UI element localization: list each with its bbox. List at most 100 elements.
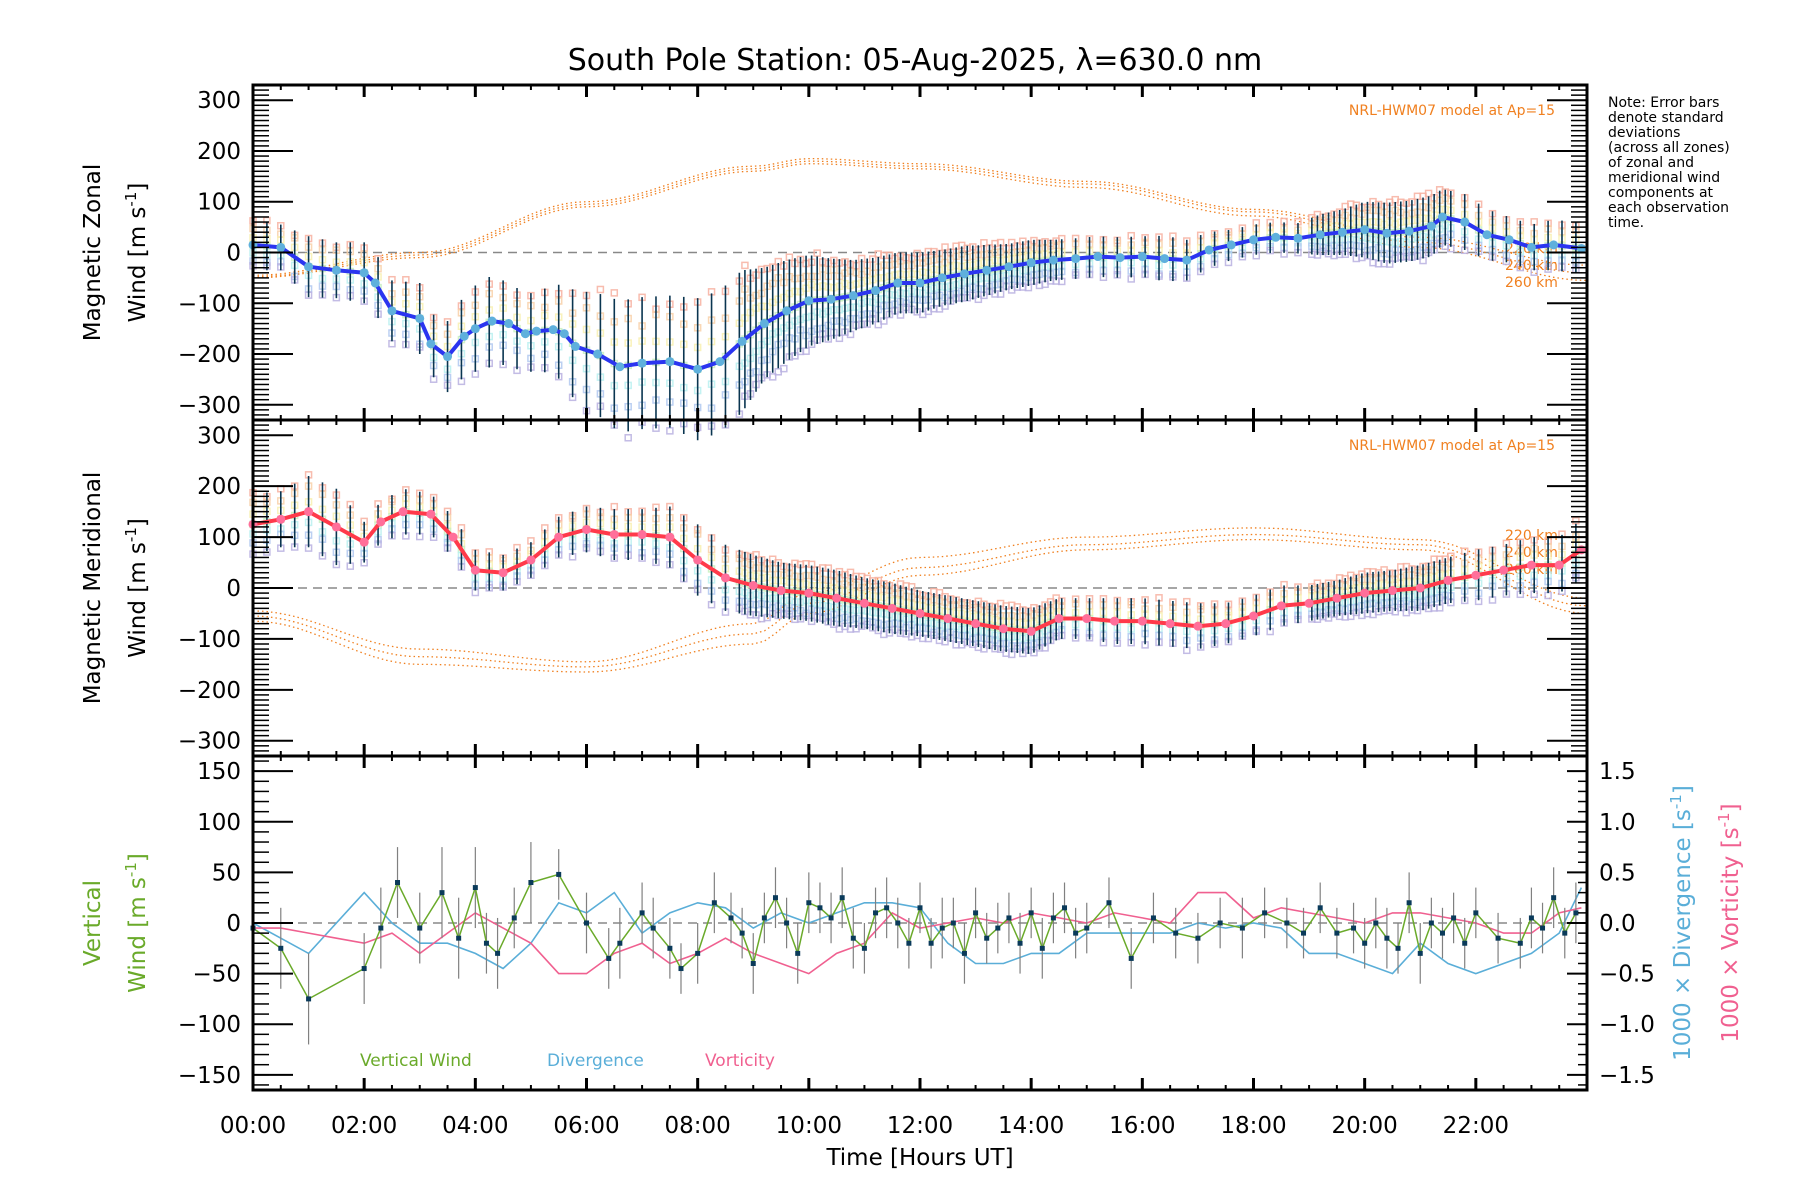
vertical-wind-point xyxy=(1301,930,1307,936)
mean-point xyxy=(1054,614,1064,624)
mean-point xyxy=(304,262,314,272)
right-tick-label: −1.5 xyxy=(1599,1063,1655,1089)
mean-point xyxy=(1382,228,1392,238)
model-label: NRL-HWM07 model at Ap=15 xyxy=(1349,438,1555,454)
vorticity-axis-label: 1000 × Vorticity [s-1] xyxy=(1715,803,1744,1042)
vertical-wind-point xyxy=(606,955,612,961)
vertical-wind-point xyxy=(784,920,790,926)
vertical-wind-point xyxy=(728,915,734,921)
vertical-wind-point xyxy=(806,900,812,906)
y-tick-label: 300 xyxy=(197,423,241,449)
mean-point xyxy=(1526,560,1536,570)
vertical-wind-point xyxy=(511,915,517,921)
vertical-wind-point xyxy=(873,910,879,916)
mean-point xyxy=(426,339,436,349)
mean-point xyxy=(776,586,786,596)
y-axis-label-line1: Magnetic Zonal xyxy=(80,164,106,342)
vertical-wind-point xyxy=(817,905,823,911)
mean-point xyxy=(1482,230,1492,240)
mean-point xyxy=(1504,235,1514,245)
mean-point xyxy=(748,580,758,590)
mean-point xyxy=(1526,242,1536,252)
vertical-wind-point xyxy=(556,871,562,877)
right-tick-label: −0.5 xyxy=(1599,962,1655,988)
mean-point xyxy=(1387,586,1397,596)
mean-point xyxy=(448,532,458,542)
vertical-wind-point xyxy=(1528,915,1534,921)
y-tick-label: 150 xyxy=(197,759,241,785)
note-line: time. xyxy=(1608,215,1645,231)
mean-point xyxy=(1137,616,1147,626)
mean-point xyxy=(470,324,480,334)
mean-point xyxy=(782,306,792,316)
vertical-wind-point xyxy=(1084,925,1090,931)
mean-point xyxy=(759,319,769,329)
vertical-wind-point xyxy=(439,890,445,896)
mean-point xyxy=(1048,255,1058,265)
mean-point xyxy=(504,319,514,329)
mean-point xyxy=(331,522,341,532)
vertical-wind-point xyxy=(1551,895,1557,901)
vertical-wind-point xyxy=(1439,930,1445,936)
mean-point xyxy=(1226,240,1236,250)
zone-point xyxy=(610,289,619,297)
mean-point xyxy=(959,269,969,279)
mean-point xyxy=(1276,601,1286,611)
vertical-wind-point xyxy=(1150,915,1156,921)
bracket: ] xyxy=(125,853,151,862)
vertical-wind-point xyxy=(1173,930,1179,936)
y-tick-label: 0 xyxy=(226,241,241,267)
vertical-wind-point xyxy=(906,940,912,946)
mean-point xyxy=(804,588,814,598)
vertical-wind-point xyxy=(995,925,1001,931)
vertical-wind-point xyxy=(1128,955,1134,961)
vertical-wind-point xyxy=(1373,920,1379,926)
vertical-wind-point xyxy=(1284,920,1290,926)
mean-point xyxy=(443,352,453,362)
vertical-wind-point xyxy=(306,996,312,1002)
bracket: ] xyxy=(1670,785,1696,794)
mean-point xyxy=(832,593,842,603)
mean-point xyxy=(1426,221,1436,231)
vertical-wind-point xyxy=(650,925,656,931)
mean-point xyxy=(1315,230,1325,240)
note-line: Note: Error bars xyxy=(1608,95,1720,111)
model-curve-220km xyxy=(252,527,1588,663)
mean-point xyxy=(1415,583,1425,593)
divergence-axis-label: 1000 × Divergence [s-1] xyxy=(1667,785,1696,1061)
vertical-wind-point xyxy=(828,915,834,921)
mean-point xyxy=(415,313,425,323)
mean-point xyxy=(1554,560,1564,570)
mean-point xyxy=(1082,614,1092,624)
vertical-wind-point xyxy=(1473,910,1479,916)
vertical-wind-point xyxy=(1495,935,1501,941)
x-tick-label: 16:00 xyxy=(1109,1113,1175,1139)
y-axis-label-line2: Wind [m s-1] xyxy=(122,183,151,323)
mean-point xyxy=(548,325,558,335)
mean-point xyxy=(1337,227,1347,237)
vertical-wind-point xyxy=(1351,925,1357,931)
vertical-wind-point xyxy=(278,945,284,951)
y-axis-label-line2: Wind [m s-1] xyxy=(122,518,151,658)
vertical-wind-point xyxy=(895,920,901,926)
vertical-wind-point xyxy=(1462,940,1468,946)
vertical-wind-point xyxy=(378,925,384,931)
x-tick-label: 06:00 xyxy=(553,1113,619,1139)
y-tick-label: −50 xyxy=(192,962,241,988)
vertical-wind-point xyxy=(483,940,489,946)
y-tick-label: −200 xyxy=(178,678,241,704)
mean-point xyxy=(859,598,869,608)
vertical-wind-point xyxy=(395,880,401,886)
vertical-wind-point xyxy=(739,930,745,936)
vertical-wind-point xyxy=(617,940,623,946)
mean-point xyxy=(554,532,564,542)
mean-point xyxy=(871,286,881,296)
mean-point xyxy=(1137,252,1147,262)
right-tick-label: 0.5 xyxy=(1599,860,1636,886)
x-tick-label: 04:00 xyxy=(442,1113,508,1139)
right-tick-label: 0.0 xyxy=(1599,911,1636,937)
mean-point xyxy=(887,603,897,613)
vertical-wind-point xyxy=(1217,920,1223,926)
zone-point xyxy=(785,253,794,262)
mean-point xyxy=(531,326,541,336)
